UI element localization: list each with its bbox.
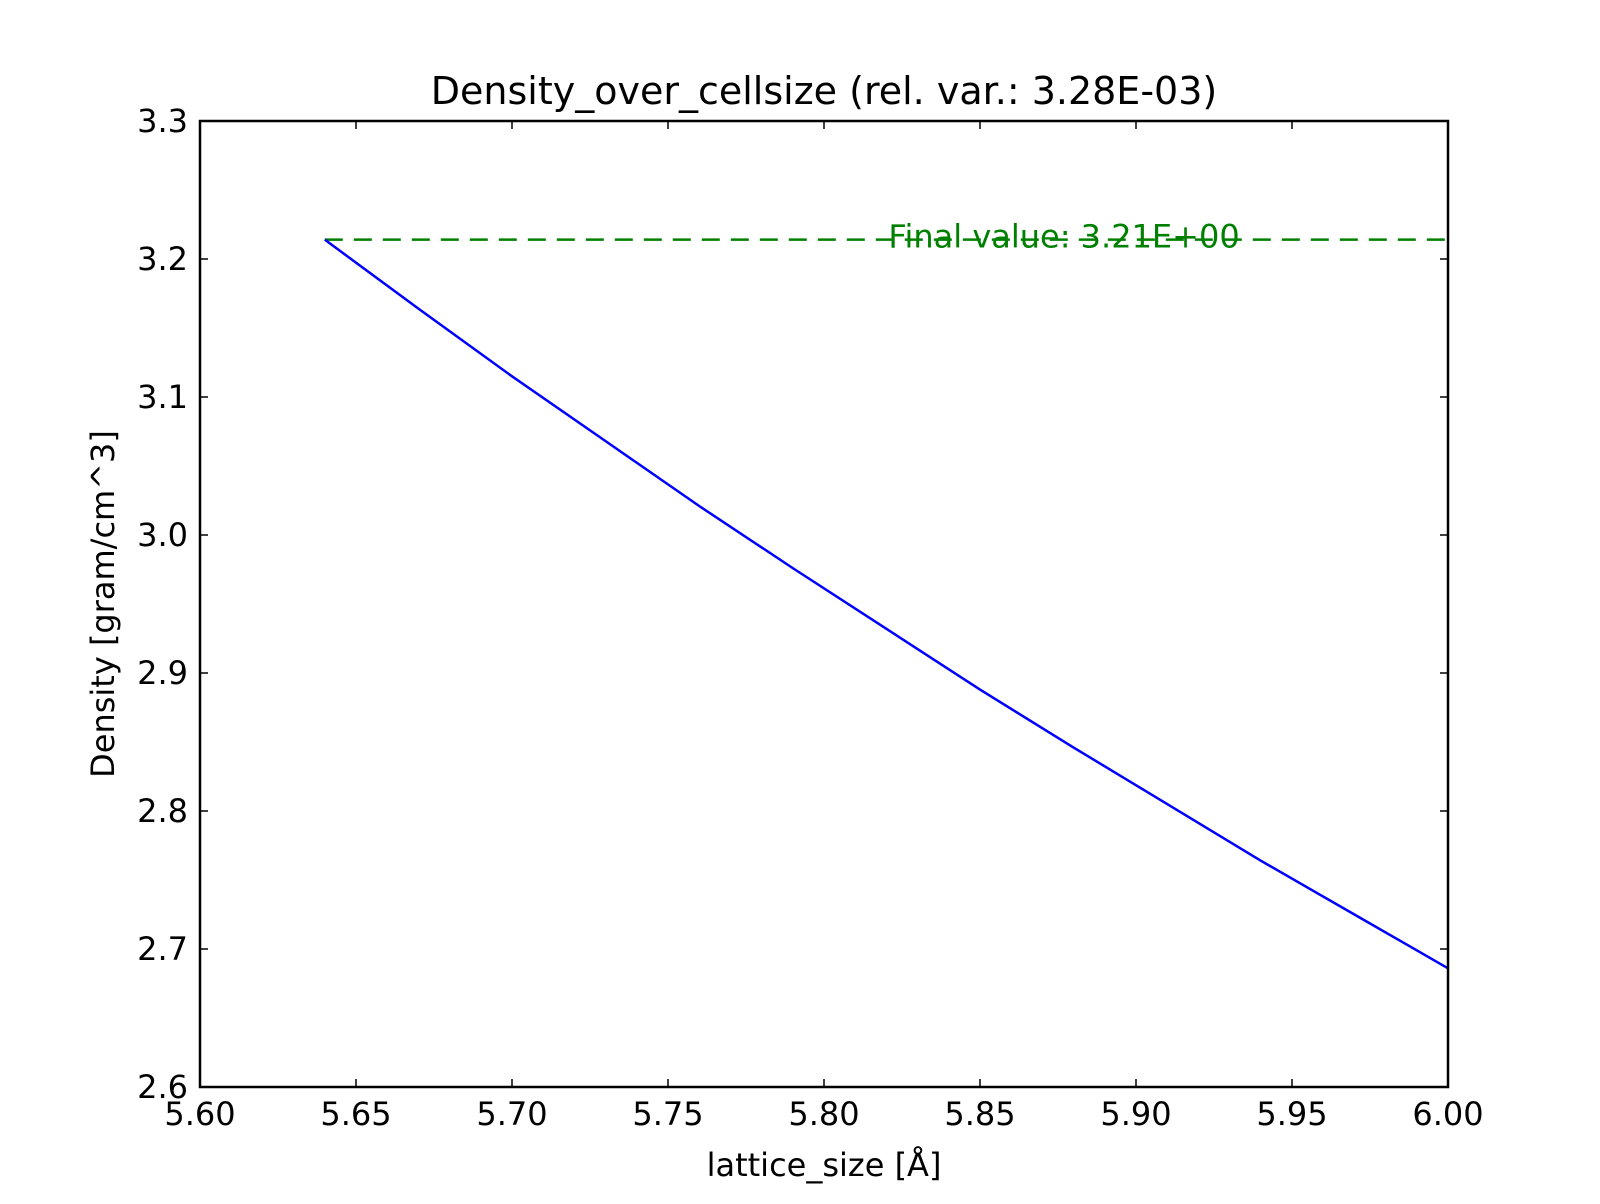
y-tick-label: 3.1 bbox=[137, 378, 188, 416]
y-tick-label: 3.3 bbox=[137, 102, 188, 140]
x-tick-label: 5.75 bbox=[632, 1095, 703, 1133]
y-tick-label: 2.9 bbox=[137, 654, 188, 692]
plot-layer bbox=[324, 238, 1449, 970]
series-line-0 bbox=[324, 238, 1449, 970]
x-tick-label: 5.95 bbox=[1256, 1095, 1327, 1133]
y-tick-label: 2.8 bbox=[137, 792, 188, 830]
ticks-layer: 5.60 5.65 5.70 5.75 5.80 5.85 5.90 5.95 6.00 2.6 2… bbox=[137, 102, 1484, 1133]
y-tick-label: 3.2 bbox=[137, 240, 188, 278]
y-tick-label: 3.0 bbox=[137, 516, 188, 554]
y-tick-label: 2.7 bbox=[137, 930, 188, 968]
x-tick-label: 5.60 bbox=[164, 1095, 235, 1133]
x-tick-label: 6.00 bbox=[1412, 1095, 1483, 1133]
final-value-annotation: Final value: 3.21E+00 bbox=[888, 218, 1239, 256]
y-tick-label: 2.6 bbox=[137, 1068, 188, 1106]
x-tick-label: 5.65 bbox=[320, 1095, 391, 1133]
x-tick-label: 5.70 bbox=[476, 1095, 547, 1133]
x-tick-label: 5.90 bbox=[1100, 1095, 1171, 1133]
plot-frame bbox=[198, 119, 1450, 1089]
y-axis-title: Density [gram/cm^3] bbox=[84, 430, 122, 778]
chart-title: Density_over_cellsize (rel. var.: 3.28E-… bbox=[431, 69, 1217, 113]
x-tick-label: 5.85 bbox=[944, 1095, 1015, 1133]
x-axis-title: lattice_size [Å] bbox=[707, 1146, 942, 1184]
x-tick-label: 5.80 bbox=[788, 1095, 859, 1133]
